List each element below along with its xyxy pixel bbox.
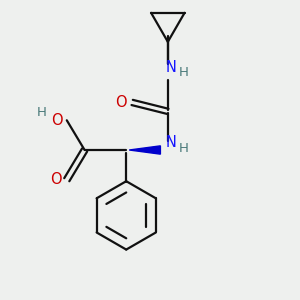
Polygon shape (129, 146, 161, 154)
Text: H: H (37, 106, 46, 119)
Text: H: H (179, 66, 189, 79)
Text: H: H (179, 142, 189, 155)
Text: O: O (115, 95, 127, 110)
Text: N: N (165, 135, 176, 150)
Text: N: N (165, 60, 176, 75)
Text: O: O (51, 113, 63, 128)
Text: O: O (51, 172, 62, 187)
